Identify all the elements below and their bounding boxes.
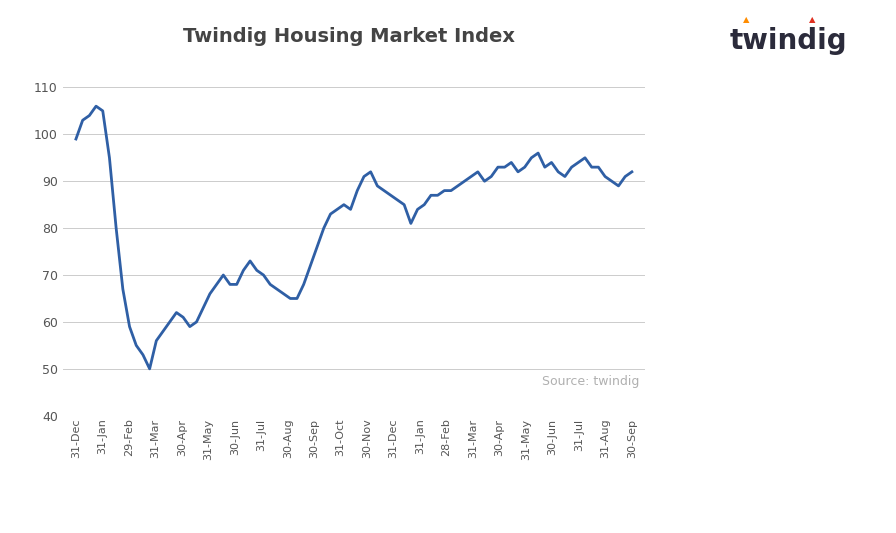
Text: ▲: ▲ (809, 15, 816, 24)
Text: twindig: twindig (729, 27, 848, 55)
Text: Source: twindig: Source: twindig (542, 375, 640, 387)
Text: ▲: ▲ (743, 15, 750, 24)
Text: Twindig Housing Market Index: Twindig Housing Market Index (184, 27, 515, 46)
